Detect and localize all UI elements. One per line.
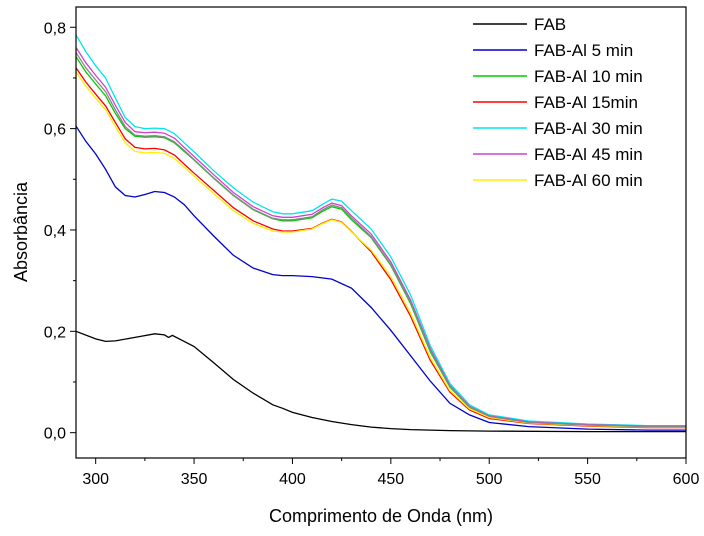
series-line-fab-al-5-min [76,125,686,431]
x-tick-label: 500 [476,471,503,488]
y-tick-label: 0,4 [44,223,66,240]
x-tick-label: 550 [574,471,601,488]
legend: FAB FAB-Al 5 min FAB-Al 10 min FAB-Al 15min… [473,15,643,190]
legend-label-fab-al-30-min: FAB-Al 30 min [534,119,643,138]
x-axis-title: Comprimento de Onda (nm) [269,506,493,526]
legend-label-fab-al-5-min: FAB-Al 5 min [534,41,633,60]
legend-label-fab-al-45-min: FAB-Al 45 min [534,145,643,164]
series-line-fab-al-15min [76,67,686,429]
x-tick-label: 350 [181,471,208,488]
series-line-fab-al-10-min [76,56,686,428]
x-tick-label: 450 [377,471,404,488]
series-line-fab [76,330,686,433]
legend-label-fab-al-10-min: FAB-Al 10 min [534,67,643,86]
legend-label-fab: FAB [534,15,566,34]
y-tick-label: 0,2 [44,324,66,341]
y-tick-label: 0,6 [44,122,66,139]
plot-frame [75,6,687,459]
series-line-unlabeled-7 [76,52,686,428]
x-tick-label: 400 [279,471,306,488]
series-line-fab-al-60-min [76,71,686,428]
series-line-fab-al-30-min [76,34,686,427]
y-axis-title: Absorbância [11,181,31,282]
legend-label-fab-al-60-min: FAB-Al 60 min [534,171,643,190]
x-tick-label: 300 [82,471,109,488]
x-tick-label: 600 [673,471,700,488]
y-tick-label: 0,0 [44,426,66,443]
legend-label-fab-al-15min: FAB-Al 15min [534,93,638,112]
y-tick-label: 0,8 [44,20,66,37]
